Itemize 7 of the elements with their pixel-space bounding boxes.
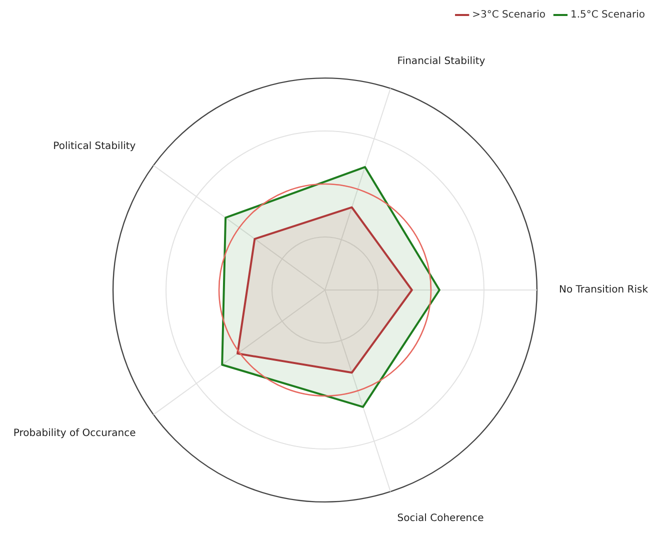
spoke-label: Social Coherence bbox=[397, 513, 484, 524]
spoke-label: No Transition Risk bbox=[558, 284, 648, 296]
spoke-label: Political Stability bbox=[53, 141, 136, 152]
legend-label: >3°C Scenario bbox=[472, 10, 546, 21]
spoke-label: Probability of Occurance bbox=[13, 428, 136, 440]
legend-label: 1.5°C Scenario bbox=[570, 10, 646, 21]
spoke-label: Financial Stability bbox=[397, 56, 486, 68]
